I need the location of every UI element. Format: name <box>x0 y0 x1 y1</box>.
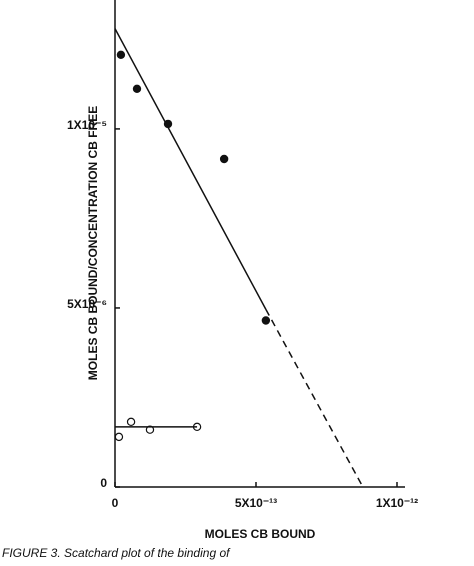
x-tick-label: 5X10⁻¹³ <box>235 496 277 510</box>
point <box>114 432 124 442</box>
point <box>132 84 142 94</box>
point <box>116 50 126 59</box>
caption: FIGURE 3. Scatchard plot of the binding … <box>2 546 231 560</box>
y-axis-label: MOLES CB BOUND/CONCENTRATION CB FREE <box>86 106 100 380</box>
point <box>261 316 271 325</box>
y-tick-label: 0 <box>100 476 107 490</box>
y-tick-label: 1X10⁻⁵ <box>67 118 107 132</box>
y-tick-label: 5X10⁻⁶ <box>67 297 107 311</box>
x-tick-label: 0 <box>112 496 119 510</box>
x-axis-label: MOLES CB BOUND <box>205 527 316 541</box>
point <box>126 417 136 427</box>
x-tick-label: 1X10⁻¹² <box>376 496 418 510</box>
fit-line <box>114 28 267 310</box>
point <box>219 154 229 164</box>
fit-line <box>265 309 364 488</box>
